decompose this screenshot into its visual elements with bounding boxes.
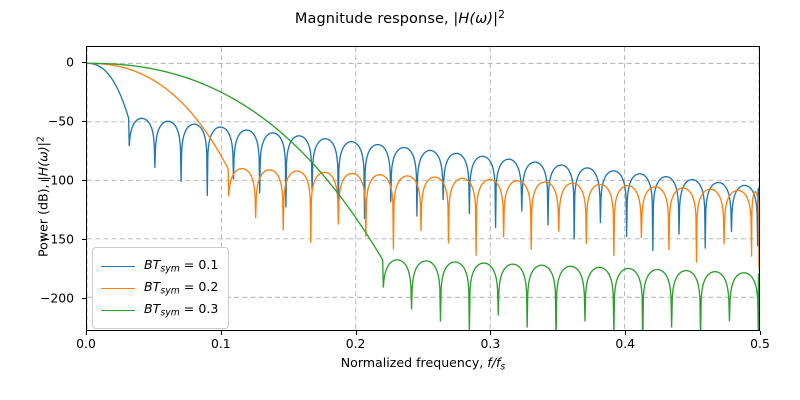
xlabel-prefix: Normalized frequency, [340,355,488,370]
page-title: Magnitude response, |H(ω)|2 [0,8,800,27]
y-axis-label: Power (dB), |H(ω)|2 [35,52,50,342]
xlabel-slash: / [491,355,496,370]
series-line-2 [87,62,759,330]
legend-label-subscript: sym [160,263,180,275]
x-tick-mark [760,331,761,335]
x-tick-mark [86,331,87,335]
title-prefix: Magnitude response, [294,10,454,27]
x-tick-label: 0.1 [210,336,231,351]
legend-label-subscript: sym [160,285,180,297]
legend-item[interactable]: BTsym = 0.1 [101,255,218,277]
xlabel-sub: s [500,361,506,373]
x-tick-mark [355,331,357,335]
ylabel-exponent: 2 [35,136,47,143]
x-axis-label: Normalized frequency, f/fs [86,355,760,372]
legend-item[interactable]: BTsym = 0.2 [101,277,218,299]
ylabel-prefix: Power (dB), [35,180,51,258]
ylabel-math: |H(ω)| [35,142,51,181]
legend-item-label: BTsym = 0.3 [144,301,218,318]
x-tick-mark [220,331,222,335]
title-exponent: 2 [498,8,506,21]
legend[interactable]: BTsym = 0.1 BTsym = 0.2 BTsym = 0.3 [92,247,230,329]
legend-label-value: = 0.2 [179,279,219,295]
x-tick-label: 0.3 [480,336,501,351]
legend-color-swatch [101,287,135,289]
x-tick-label: 0.4 [615,336,636,351]
xlabel-f: f [487,355,492,370]
legend-label-symbol: BT [144,301,161,317]
legend-label-subscript: sym [160,307,180,319]
legend-item-label: BTsym = 0.2 [144,279,218,296]
x-tick-label: 0.2 [345,336,366,351]
x-tick-label: 0.0 [76,336,96,351]
series-line-1 [87,62,759,270]
legend-color-swatch [101,265,135,267]
legend-item[interactable]: BTsym = 0.3 [101,299,218,321]
legend-label-value: = 0.1 [179,257,219,273]
legend-label-symbol: BT [144,279,161,295]
xlabel-fs: f [495,355,501,370]
legend-label-value: = 0.3 [179,301,219,317]
series-line-0 [87,62,759,261]
x-tick-mark [490,331,492,335]
data-curves [87,62,759,330]
legend-color-swatch [101,309,135,311]
legend-label-symbol: BT [144,257,161,273]
legend-item-label: BTsym = 0.1 [144,257,218,274]
x-tick-mark [625,331,627,335]
x-tick-label: 0.5 [750,336,770,351]
title-math: |H(ω)| [453,10,499,27]
